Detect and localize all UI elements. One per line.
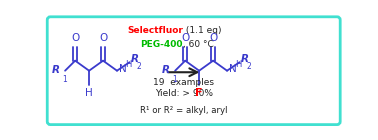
Text: PEG-400: PEG-400 bbox=[140, 40, 183, 49]
Text: R: R bbox=[130, 54, 138, 64]
Text: R: R bbox=[52, 65, 60, 75]
Text: O: O bbox=[209, 33, 217, 43]
Text: H: H bbox=[85, 88, 93, 98]
Text: F: F bbox=[195, 88, 203, 98]
Text: R¹ or R² = alkyl, aryl: R¹ or R² = alkyl, aryl bbox=[140, 106, 228, 115]
Text: N: N bbox=[119, 64, 126, 74]
Text: 2: 2 bbox=[246, 62, 251, 71]
Text: 19  examples: 19 examples bbox=[153, 78, 214, 87]
Text: O: O bbox=[71, 33, 79, 43]
Text: , 60 °C: , 60 °C bbox=[183, 40, 214, 49]
Text: R: R bbox=[162, 65, 170, 75]
Text: H: H bbox=[125, 60, 131, 69]
Text: Yield: > 90%: Yield: > 90% bbox=[155, 89, 213, 98]
Text: O: O bbox=[181, 33, 189, 43]
Text: 1: 1 bbox=[62, 74, 67, 84]
Text: 2: 2 bbox=[136, 62, 141, 71]
Text: Selectfluor: Selectfluor bbox=[127, 26, 183, 35]
Text: H: H bbox=[235, 60, 241, 69]
FancyBboxPatch shape bbox=[47, 17, 340, 125]
Text: N: N bbox=[229, 64, 236, 74]
Text: 1: 1 bbox=[172, 74, 177, 84]
Text: R: R bbox=[240, 54, 248, 64]
Text: (1.1 eq): (1.1 eq) bbox=[183, 26, 222, 35]
Text: O: O bbox=[99, 33, 107, 43]
